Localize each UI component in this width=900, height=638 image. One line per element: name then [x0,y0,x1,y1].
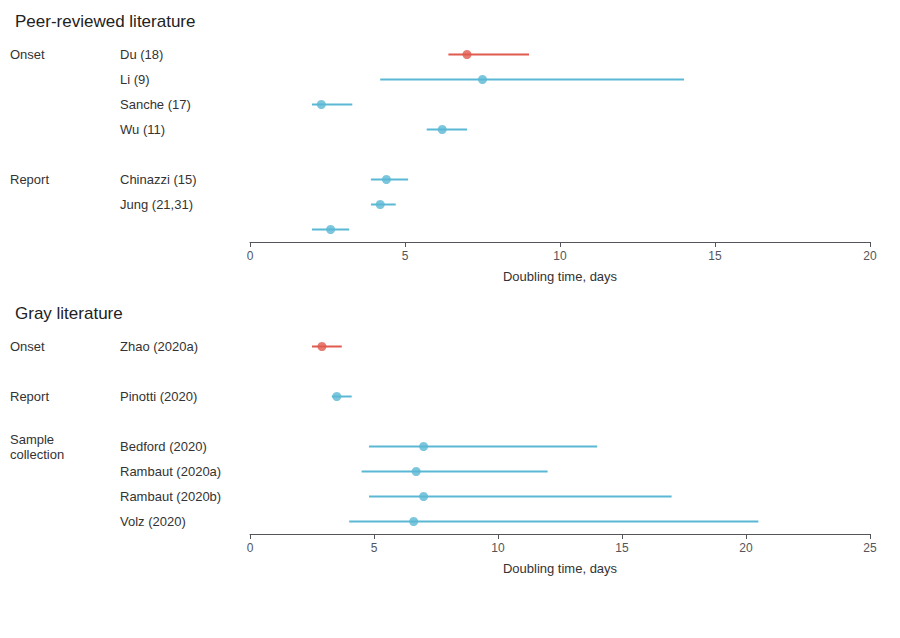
svg-text:Bedford (2020): Bedford (2020) [120,439,207,454]
svg-text:0: 0 [247,249,254,263]
svg-text:0: 0 [247,541,254,555]
svg-text:Peer-reviewed literature: Peer-reviewed literature [15,12,195,31]
svg-text:Sanche (17): Sanche (17) [120,97,191,112]
svg-text:15: 15 [615,541,629,555]
svg-text:Doubling time, days: Doubling time, days [503,269,618,284]
svg-text:Rambaut (2020b): Rambaut (2020b) [120,489,221,504]
svg-text:Onset: Onset [10,47,45,62]
svg-text:Onset: Onset [10,339,45,354]
svg-text:Jung (21,31): Jung (21,31) [120,197,193,212]
svg-text:Chinazzi (15): Chinazzi (15) [120,172,197,187]
svg-text:Wu (11): Wu (11) [120,122,165,137]
svg-text:20: 20 [739,541,753,555]
svg-text:Rambaut (2020a): Rambaut (2020a) [120,464,221,479]
svg-text:Volz (2020): Volz (2020) [120,514,186,529]
svg-text:10: 10 [491,541,505,555]
svg-text:5: 5 [402,249,409,263]
svg-text:25: 25 [863,541,877,555]
svg-text:Sample: Sample [10,432,54,447]
svg-text:10: 10 [553,249,567,263]
svg-text:Du (18): Du (18) [120,47,163,62]
svg-text:20: 20 [863,249,877,263]
svg-text:Gray literature: Gray literature [15,304,123,323]
svg-text:collection: collection [10,447,64,462]
svg-text:Report: Report [10,172,49,187]
svg-text:5: 5 [371,541,378,555]
svg-text:Doubling time, days: Doubling time, days [503,561,618,576]
svg-text:Report: Report [10,389,49,404]
svg-text:Pinotti (2020): Pinotti (2020) [120,389,197,404]
svg-text:Zhao (2020a): Zhao (2020a) [120,339,198,354]
svg-text:Li (9): Li (9) [120,72,150,87]
svg-text:15: 15 [708,249,722,263]
